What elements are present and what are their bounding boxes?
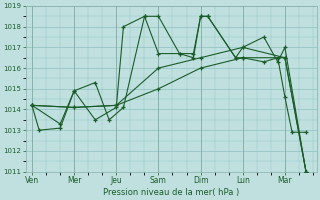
X-axis label: Pression niveau de la mer( hPa ): Pression niveau de la mer( hPa ) [103,188,239,197]
